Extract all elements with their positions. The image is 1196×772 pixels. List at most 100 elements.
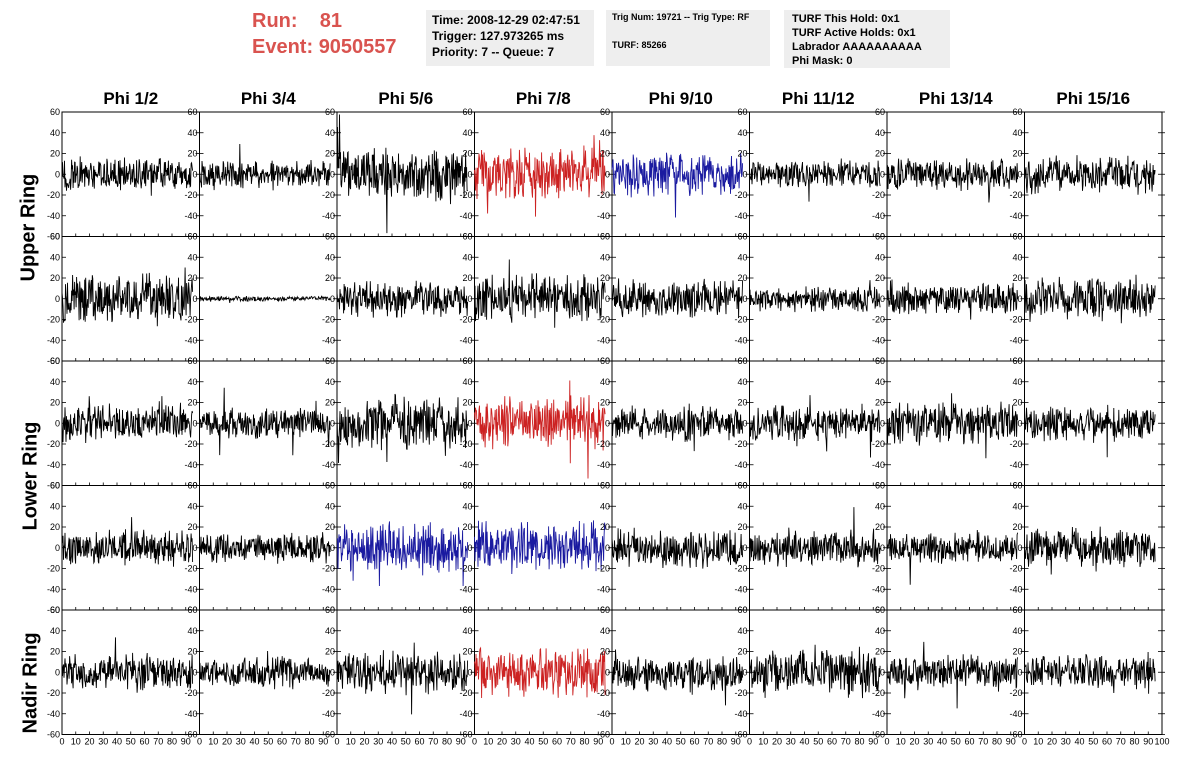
x-tick-label: 80 xyxy=(1129,737,1139,747)
y-tick-label: 60 xyxy=(50,107,60,117)
x-tick-label: 30 xyxy=(923,737,933,747)
x-tick-label: 40 xyxy=(387,737,397,747)
run-value: 81 xyxy=(319,10,343,32)
y-tick-label: -20 xyxy=(184,564,197,574)
x-tick-label: 50 xyxy=(951,737,961,747)
waveform-trace xyxy=(1024,404,1156,458)
y-tick-label: 60 xyxy=(875,232,885,242)
column-header-2: Phi 3/4 xyxy=(241,89,296,108)
y-tick-label: 40 xyxy=(50,128,60,138)
y-tick-label: -20 xyxy=(322,190,335,200)
x-tick-label: 10 xyxy=(621,737,631,747)
y-tick-label: 20 xyxy=(462,647,472,657)
x-tick-label: 70 xyxy=(291,737,301,747)
y-tick-label: 20 xyxy=(50,398,60,408)
y-tick-label: 0 xyxy=(1017,667,1022,677)
x-tick-label: 30 xyxy=(98,737,108,747)
x-tick-label: 40 xyxy=(937,737,947,747)
waveform-trace xyxy=(61,637,194,693)
priority-text: Priority: 7 -- Queue: 7 xyxy=(432,45,555,59)
x-tick-label: 40 xyxy=(1074,737,1084,747)
y-tick-label: -40 xyxy=(872,335,885,345)
y-tick-label: 40 xyxy=(50,501,60,511)
y-tick-label: 60 xyxy=(1012,107,1022,117)
y-tick-label: 40 xyxy=(737,128,747,138)
y-tick-label: 40 xyxy=(462,128,472,138)
y-tick-label: -60 xyxy=(47,481,60,491)
y-tick-label: -20 xyxy=(872,688,885,698)
waveform-trace xyxy=(199,295,331,303)
x-tick-label: 80 xyxy=(304,737,314,747)
y-tick-label: 20 xyxy=(462,398,472,408)
y-tick-label: 40 xyxy=(50,377,60,387)
y-tick-label: 0 xyxy=(605,294,610,304)
y-tick-label: 60 xyxy=(187,232,197,242)
x-tick-label: 0 xyxy=(1022,737,1027,747)
x-tick-label: 10 xyxy=(758,737,768,747)
y-tick-label: -20 xyxy=(1009,564,1022,574)
y-tick-label: 0 xyxy=(1017,418,1022,428)
y-tick-label: 20 xyxy=(50,149,60,159)
waveform-trace xyxy=(1024,651,1156,694)
y-tick-label: -40 xyxy=(1009,211,1022,221)
y-tick-label: 0 xyxy=(605,169,610,179)
column-header-3: Phi 5/6 xyxy=(378,89,433,108)
event-label: Event: xyxy=(252,36,314,58)
column-header-6: Phi 11/12 xyxy=(782,89,855,108)
y-tick-label: 40 xyxy=(187,626,197,636)
y-tick-label: -40 xyxy=(47,709,60,719)
waveform-panel-r5-c6: 60 40 20 0 -20 -40 -60 xyxy=(734,605,888,740)
y-tick-label: -40 xyxy=(734,335,747,345)
y-tick-label: -20 xyxy=(47,564,60,574)
x-tick-label: 70 xyxy=(841,737,851,747)
x-tick-label: 50 xyxy=(676,737,686,747)
y-tick-label: -40 xyxy=(872,211,885,221)
y-tick-label: -40 xyxy=(47,335,60,345)
y-tick-label: 60 xyxy=(875,107,885,117)
y-tick-label: -20 xyxy=(47,190,60,200)
y-tick-label: -20 xyxy=(597,564,610,574)
y-tick-label: -20 xyxy=(322,564,335,574)
waveform-panel-r5-c3: 60 40 20 0 -20 -40 -60 xyxy=(322,605,475,740)
y-tick-label: 20 xyxy=(187,149,197,159)
y-tick-label: -60 xyxy=(47,605,60,615)
y-tick-label: 40 xyxy=(600,252,610,262)
y-tick-label: -40 xyxy=(459,211,472,221)
y-tick-label: 20 xyxy=(1012,273,1022,283)
y-tick-label: 60 xyxy=(737,107,747,117)
y-tick-label: 20 xyxy=(600,647,610,657)
y-tick-label: 0 xyxy=(1017,294,1022,304)
y-tick-label: -20 xyxy=(322,439,335,449)
y-tick-label: -40 xyxy=(184,335,197,345)
y-tick-label: -40 xyxy=(597,709,610,719)
x-tick-label: 20 xyxy=(222,737,232,747)
waveform-trace xyxy=(474,259,606,328)
waveform-trace xyxy=(1024,526,1156,575)
y-tick-label: 0 xyxy=(880,418,885,428)
y-tick-label: -60 xyxy=(184,730,197,740)
y-tick-label: -20 xyxy=(459,688,472,698)
panel-frame xyxy=(199,111,338,237)
x-tick-label: 50 xyxy=(813,737,823,747)
turf-active-holds-text: TURF Active Holds: 0x1 xyxy=(792,27,916,39)
y-tick-label: 0 xyxy=(330,418,335,428)
y-tick-label: 40 xyxy=(1012,252,1022,262)
waveform-trace xyxy=(886,641,1019,709)
x-tick-label: 30 xyxy=(786,737,796,747)
waveform-trace xyxy=(611,403,744,452)
waveform-trace xyxy=(611,649,744,706)
waveform-trace xyxy=(199,532,331,564)
x-tick-label: 10 xyxy=(896,737,906,747)
y-tick-label: 0 xyxy=(605,543,610,553)
y-tick-label: -60 xyxy=(734,730,747,740)
x-tick-label: 10 xyxy=(208,737,218,747)
